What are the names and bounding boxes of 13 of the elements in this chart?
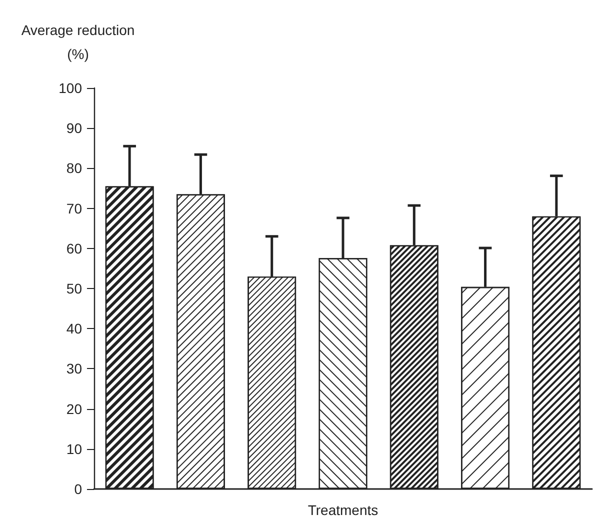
y-tick-label: 60 [66,240,82,256]
y-tick-label: 10 [66,440,82,457]
y-tick-label: 70 [66,200,82,216]
y-axis-title: Average reduction (%) [21,22,135,62]
y-tick-label: 0 [74,481,82,497]
y-tick-label: 50 [66,280,82,296]
y-tick-label: 20 [66,400,82,417]
y-tick-label: 100 [58,80,82,96]
y-tick-label: 40 [66,320,82,337]
y-tick-label: 90 [66,120,82,136]
y-tick-label: 30 [66,360,82,377]
y-tick-label: 80 [66,160,82,176]
x-axis-title: Treatments [308,502,378,518]
